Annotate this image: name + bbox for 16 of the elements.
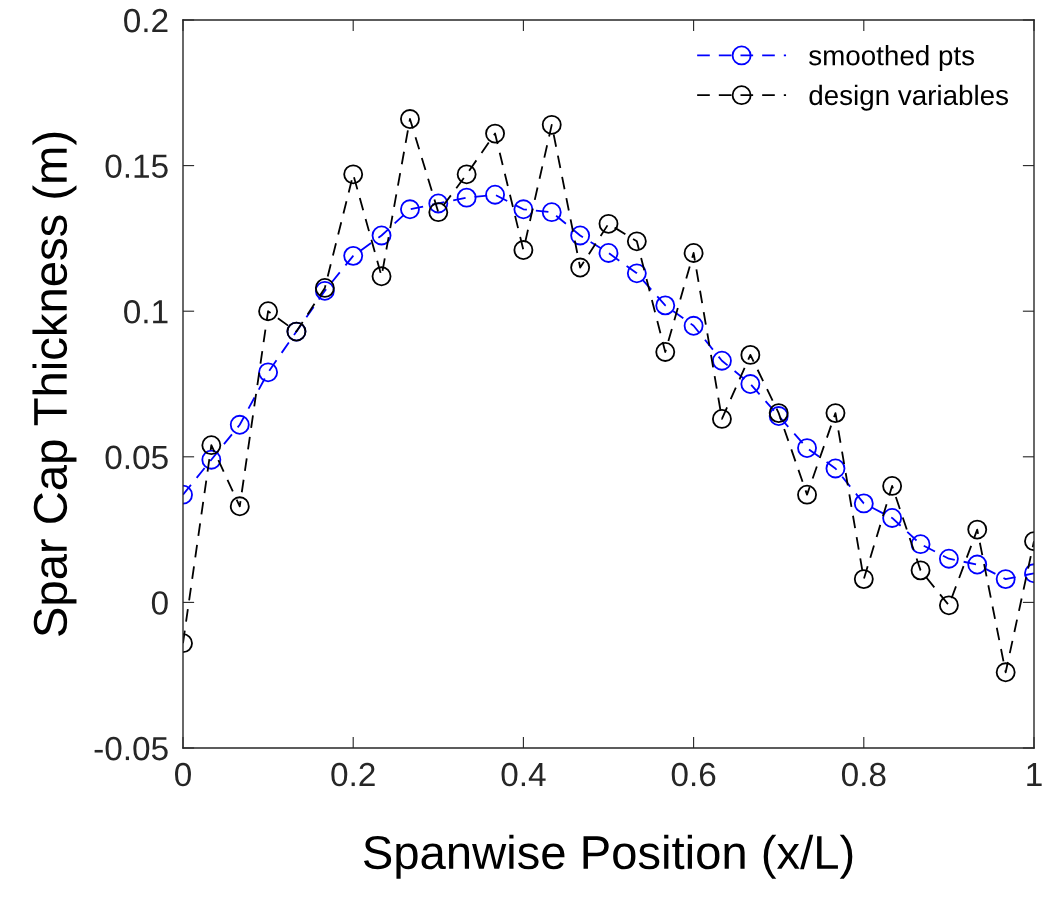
x-tick-label: 0.8 (841, 762, 886, 787)
legend-label: design variables (809, 84, 1009, 111)
x-tick-label: 0.2 (331, 762, 375, 787)
x-axis-title: Spanwise Position (x/L) (363, 834, 853, 879)
y-tick-label: -0.05 (94, 736, 168, 761)
y-tick-label: 0.05 (105, 445, 168, 470)
x-tick-label: 0.6 (671, 762, 716, 787)
y-tick-label: 0 (151, 591, 168, 615)
y-tick-label: 0.2 (124, 8, 168, 33)
x-tick-label: 1 (1027, 763, 1042, 787)
x-tick-label: 0.4 (501, 762, 546, 787)
x-tick-label: 0 (175, 762, 191, 787)
y-tick-label: 0.1 (124, 300, 168, 324)
y-tick-label: 0.15 (105, 154, 168, 179)
legend-label: smoothed pts (809, 45, 975, 71)
y-axis-title: Spar Cap Thickness (m) (32, 132, 77, 636)
